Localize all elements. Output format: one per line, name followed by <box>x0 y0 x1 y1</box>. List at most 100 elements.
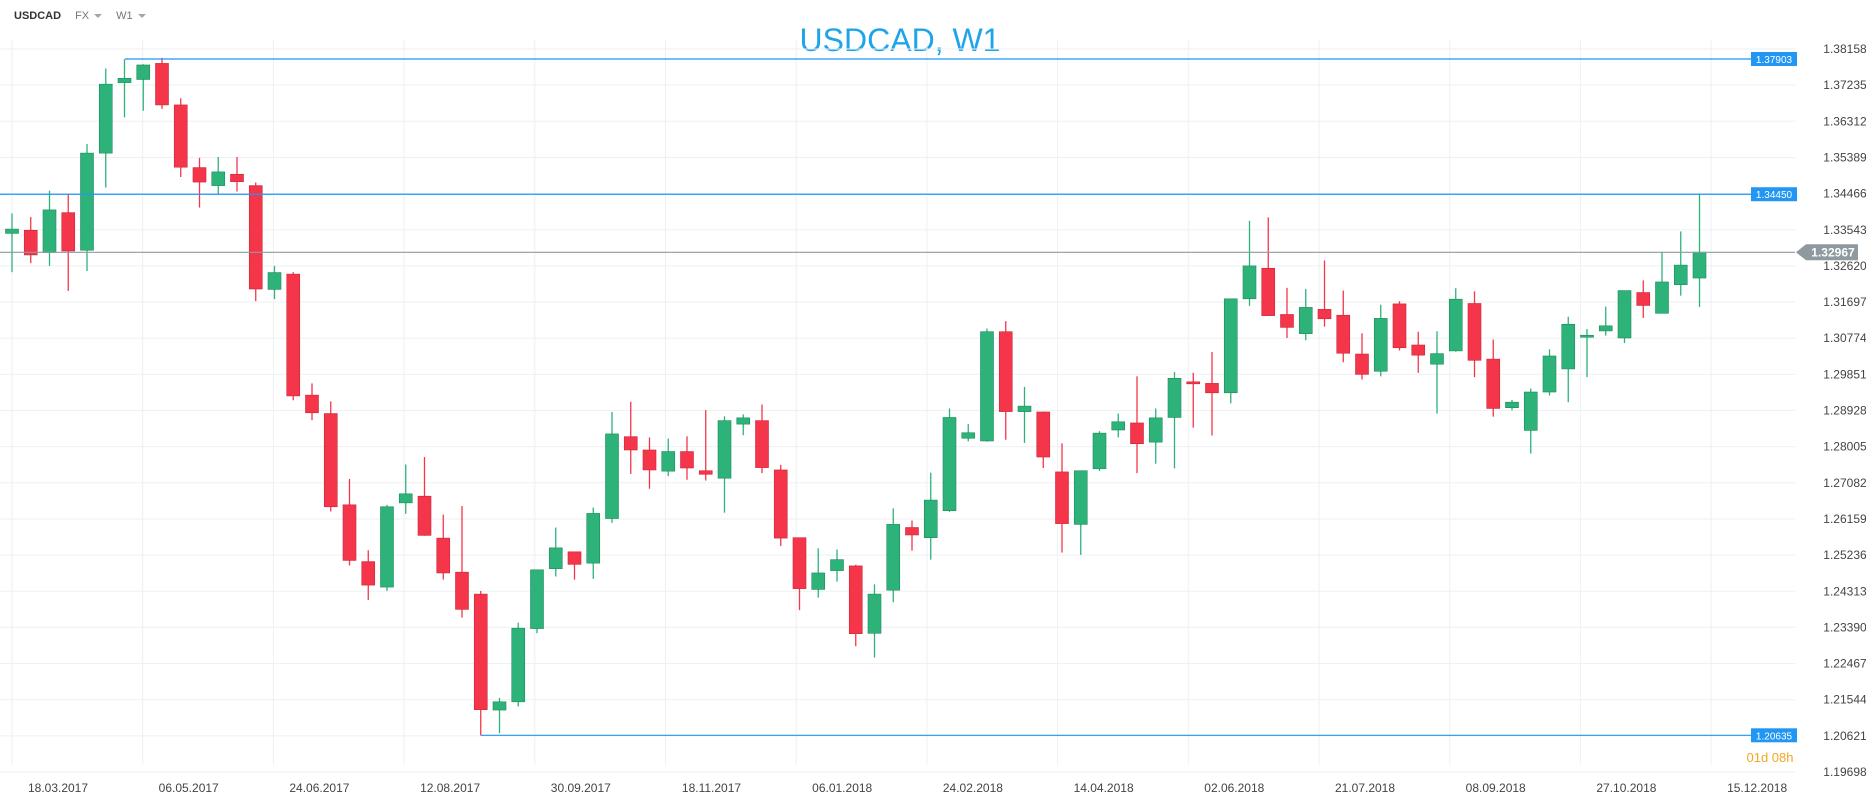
candle-body[interactable] <box>773 469 788 539</box>
candle-body[interactable] <box>1298 307 1313 334</box>
candle-body[interactable] <box>267 272 282 290</box>
candle-body[interactable] <box>230 173 244 182</box>
candle-body[interactable] <box>1317 309 1332 320</box>
candle-body[interactable] <box>1205 383 1219 394</box>
candle-body[interactable] <box>61 212 76 252</box>
candle-body[interactable] <box>473 593 488 710</box>
candle-body[interactable] <box>5 228 19 234</box>
candle-body[interactable] <box>717 420 732 479</box>
candle-body[interactable] <box>305 394 319 414</box>
candle-body[interactable] <box>848 565 863 634</box>
candle-body[interactable] <box>1036 411 1051 458</box>
candle-body[interactable] <box>286 273 301 397</box>
candle-body[interactable] <box>623 436 638 451</box>
candle-body[interactable] <box>173 104 188 168</box>
candle-body[interactable] <box>211 171 226 186</box>
candle-body[interactable] <box>1448 298 1463 352</box>
candle-body[interactable] <box>80 152 94 251</box>
candle-body[interactable] <box>1542 355 1557 393</box>
candle-body[interactable] <box>136 64 151 80</box>
candle-body[interactable] <box>867 593 882 634</box>
candle-body[interactable] <box>1186 381 1201 385</box>
candle-body[interactable] <box>436 537 451 574</box>
candle-body[interactable] <box>1523 391 1538 431</box>
candle-body[interactable] <box>923 499 938 539</box>
candle-body[interactable] <box>1655 281 1669 314</box>
candle-body[interactable] <box>755 420 769 468</box>
candle-body[interactable] <box>1617 290 1632 339</box>
candle-body[interactable] <box>1486 358 1501 409</box>
candle-body[interactable] <box>1561 323 1576 370</box>
x-tick-label: 08.09.2018 <box>1466 781 1526 795</box>
candle-body[interactable] <box>698 470 713 475</box>
candle-body[interactable] <box>1055 471 1069 524</box>
candle-body[interactable] <box>455 571 469 610</box>
candle-body[interactable] <box>1280 314 1294 328</box>
candle-body[interactable] <box>1505 401 1519 408</box>
candle-body[interactable] <box>830 559 844 571</box>
category-dropdown[interactable]: FX <box>75 10 103 22</box>
candle-body[interactable] <box>605 433 619 519</box>
candle-body[interactable] <box>1430 353 1444 365</box>
timeframe-dropdown[interactable]: W1 <box>116 10 146 22</box>
candle-countdown: 01d 08h <box>1747 750 1794 765</box>
candle-body[interactable] <box>323 413 338 508</box>
candle-body[interactable] <box>811 572 826 590</box>
candle-body[interactable] <box>1261 267 1276 316</box>
category-label: FX <box>75 10 90 22</box>
candle-body[interactable] <box>98 83 113 154</box>
candle-body[interactable] <box>417 495 432 536</box>
candle-body[interactable] <box>380 506 394 588</box>
candle-body[interactable] <box>1017 405 1032 412</box>
candle-body[interactable] <box>248 185 263 290</box>
candle-body[interactable] <box>1411 344 1426 356</box>
candle-body[interactable] <box>792 537 807 589</box>
candle-body[interactable] <box>492 701 507 711</box>
symbol-label[interactable]: USDCAD <box>14 10 62 22</box>
y-tick-label: 1.29851 <box>1823 367 1866 381</box>
candle-body[interactable] <box>361 561 376 586</box>
candle-body[interactable] <box>1167 378 1182 418</box>
candle-body[interactable] <box>342 504 357 561</box>
candle-body[interactable] <box>1223 298 1238 394</box>
candle-body[interactable] <box>1073 470 1088 525</box>
candle-body[interactable] <box>1673 264 1688 285</box>
candle-body[interactable] <box>1355 353 1369 375</box>
candle-body[interactable] <box>1242 265 1257 300</box>
candle-body[interactable] <box>1636 292 1651 306</box>
candle-body[interactable] <box>530 569 544 629</box>
candle-body[interactable] <box>548 547 563 569</box>
candle-body[interactable] <box>1467 303 1482 361</box>
candle-body[interactable] <box>905 527 919 536</box>
candle-body[interactable] <box>117 77 132 83</box>
candle-body[interactable] <box>586 513 601 564</box>
candle-body[interactable] <box>886 524 901 591</box>
candle-body[interactable] <box>1148 417 1163 443</box>
candle-body[interactable] <box>511 627 526 703</box>
candle-body[interactable] <box>998 331 1013 412</box>
candle-body[interactable] <box>736 417 751 425</box>
candle-body[interactable] <box>1692 251 1707 279</box>
candle-body[interactable] <box>42 209 57 253</box>
candle-body[interactable] <box>1580 334 1594 338</box>
candle-body[interactable] <box>661 451 676 472</box>
candle-body[interactable] <box>1111 421 1126 431</box>
candle-body[interactable] <box>980 331 994 442</box>
candle-body[interactable] <box>398 493 413 504</box>
candle-body[interactable] <box>680 451 694 469</box>
candle-body[interactable] <box>192 167 207 183</box>
candle-body[interactable] <box>1336 314 1351 354</box>
candle-body[interactable] <box>1092 432 1107 470</box>
candle-body[interactable] <box>567 551 582 565</box>
candle-body[interactable] <box>155 63 169 106</box>
candle-body[interactable] <box>961 432 976 439</box>
candle-body[interactable] <box>642 449 657 471</box>
candle-body[interactable] <box>942 417 957 511</box>
candle-body[interactable] <box>1130 422 1144 445</box>
candle-body[interactable] <box>1373 318 1388 372</box>
candle-body[interactable] <box>23 229 38 256</box>
candle-body[interactable] <box>1598 325 1613 332</box>
candle-body[interactable] <box>1392 303 1407 349</box>
y-tick-label: 1.32620 <box>1823 259 1866 273</box>
